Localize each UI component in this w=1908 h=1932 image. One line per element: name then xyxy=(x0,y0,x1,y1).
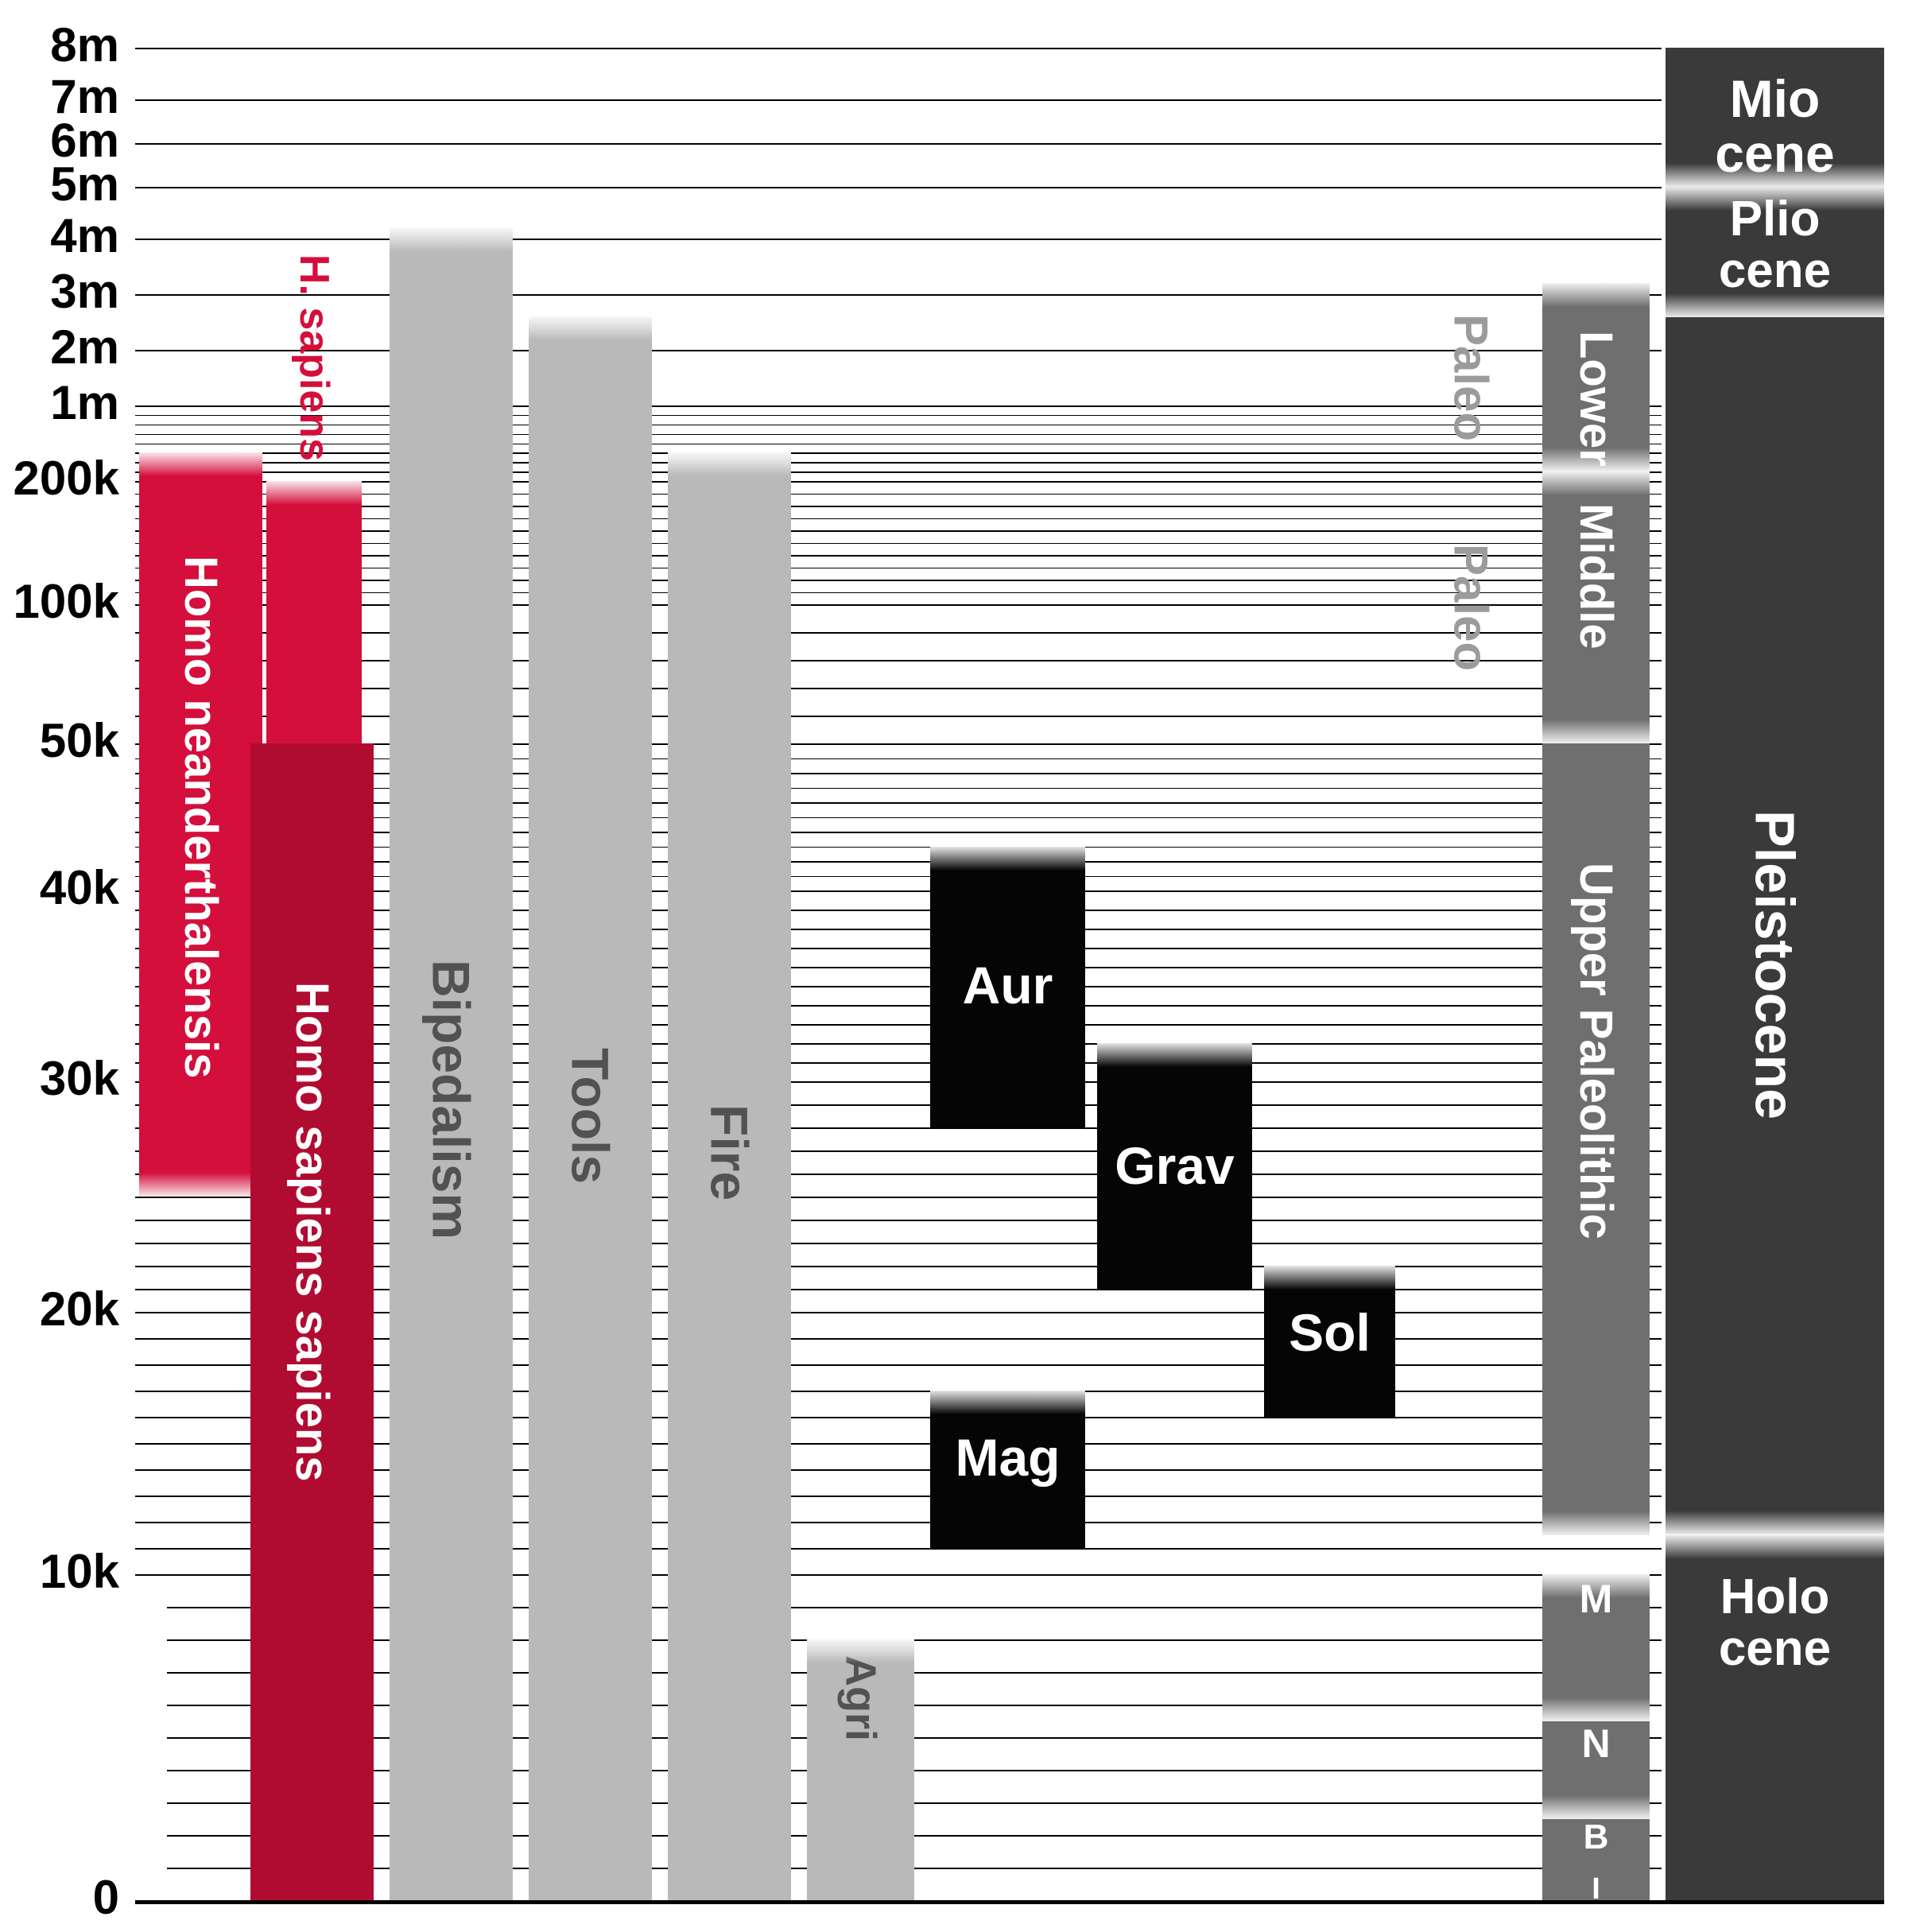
y-axis-label: 20k xyxy=(0,1282,119,1336)
y-axis-label: 7m xyxy=(0,69,119,124)
bar-aur: Aur xyxy=(930,847,1085,1128)
bar-label-bipedalism: Bipedalism xyxy=(421,960,482,1240)
bar-label-hss: Homo sapiens sapiens xyxy=(285,982,339,1482)
gridline-major xyxy=(135,48,1662,49)
bar-label-middle: Middle xyxy=(1569,503,1623,650)
bar-label-i: I xyxy=(1542,1874,1650,1900)
bar-label-tools: Tools xyxy=(560,1048,621,1184)
bar-agri: Agri xyxy=(807,1639,914,1900)
gridline-major xyxy=(135,143,1662,145)
y-axis-label: 8m xyxy=(0,17,119,72)
y-axis-label: 10k xyxy=(0,1544,119,1599)
y-axis-label: 200k xyxy=(0,451,119,506)
y-axis-label: 1m xyxy=(0,375,119,430)
paleo-side-label: Paleo xyxy=(1423,471,1518,743)
bar-label-mag: Mag xyxy=(930,1391,1085,1485)
bar-bipedalism: Bipedalism xyxy=(390,228,513,1900)
bar-label-aur: Aur xyxy=(930,847,1085,1013)
y-axis-label: 40k xyxy=(0,860,119,915)
bar-miocene: Miocene xyxy=(1666,48,1884,187)
y-axis-label: 2m xyxy=(0,320,119,374)
bar-label-lower: Lower xyxy=(1569,331,1623,467)
bar-label-agri: Agri xyxy=(836,1655,886,1741)
bar-lower: Lower xyxy=(1542,283,1650,471)
bar-label-m: M xyxy=(1542,1574,1650,1620)
bar-label-pleistocene: Pleistocene xyxy=(1743,810,1807,1119)
bar-label-hsapiens: H. sapiens xyxy=(266,254,362,465)
y-axis-label: 4m xyxy=(0,208,119,263)
bar-n: N xyxy=(1542,1721,1650,1819)
y-axis-label: 100k xyxy=(0,574,119,629)
paleo-side-label: Paleo xyxy=(1423,283,1518,471)
bar-fire: Fire xyxy=(668,452,791,1900)
bar-label-holocene: Holocene xyxy=(1666,1535,1884,1674)
bar-i: I xyxy=(1542,1874,1650,1900)
bar-label-upperpaleo: Upper Paleolithic xyxy=(1569,863,1623,1240)
bar-mag: Mag xyxy=(930,1391,1085,1548)
y-axis-label: 3m xyxy=(0,264,119,319)
bar-pleistocene: Pleistocene xyxy=(1666,317,1884,1534)
bar-label-fire: Fire xyxy=(700,1104,760,1201)
y-axis-label: 50k xyxy=(0,713,119,768)
gridline-major xyxy=(135,187,1662,188)
bar-b: B xyxy=(1542,1819,1650,1875)
bar-pliocene: Pliocene xyxy=(1666,187,1884,317)
y-axis-label: 30k xyxy=(0,1051,119,1106)
bar-tools: Tools xyxy=(529,316,652,1900)
baseline xyxy=(135,1900,1884,1904)
y-axis-label: 0 xyxy=(0,1870,119,1925)
bar-neanderthal: Homo neanderthalensis xyxy=(139,452,262,1197)
bar-label-n: N xyxy=(1542,1721,1650,1765)
timeline-chart: 010k20k30k40k50k100k200k1m2m3m4m5m6m7m8m… xyxy=(0,0,1908,1932)
bar-upperpaleo: Upper Paleolithic xyxy=(1542,743,1650,1535)
bar-holocene: Holocene xyxy=(1666,1535,1884,1901)
bar-label-b: B xyxy=(1542,1819,1650,1856)
bar-sol: Sol xyxy=(1264,1266,1395,1417)
bar-label-miocene: Miocene xyxy=(1666,48,1884,182)
bar-label-pliocene: Pliocene xyxy=(1666,187,1884,297)
bar-hss: Homo sapiens sapiens xyxy=(250,743,374,1900)
bar-grav: Grav xyxy=(1097,1043,1252,1289)
bar-m: M xyxy=(1542,1574,1650,1721)
bar-hsapiens xyxy=(266,481,362,743)
bar-label-sol: Sol xyxy=(1264,1266,1395,1360)
bar-label-grav: Grav xyxy=(1097,1043,1252,1193)
gridline-major xyxy=(135,99,1662,101)
gridline-major xyxy=(135,239,1662,240)
bar-middle: Middle xyxy=(1542,471,1650,743)
bar-label-neanderthal: Homo neanderthalensis xyxy=(174,556,227,1078)
